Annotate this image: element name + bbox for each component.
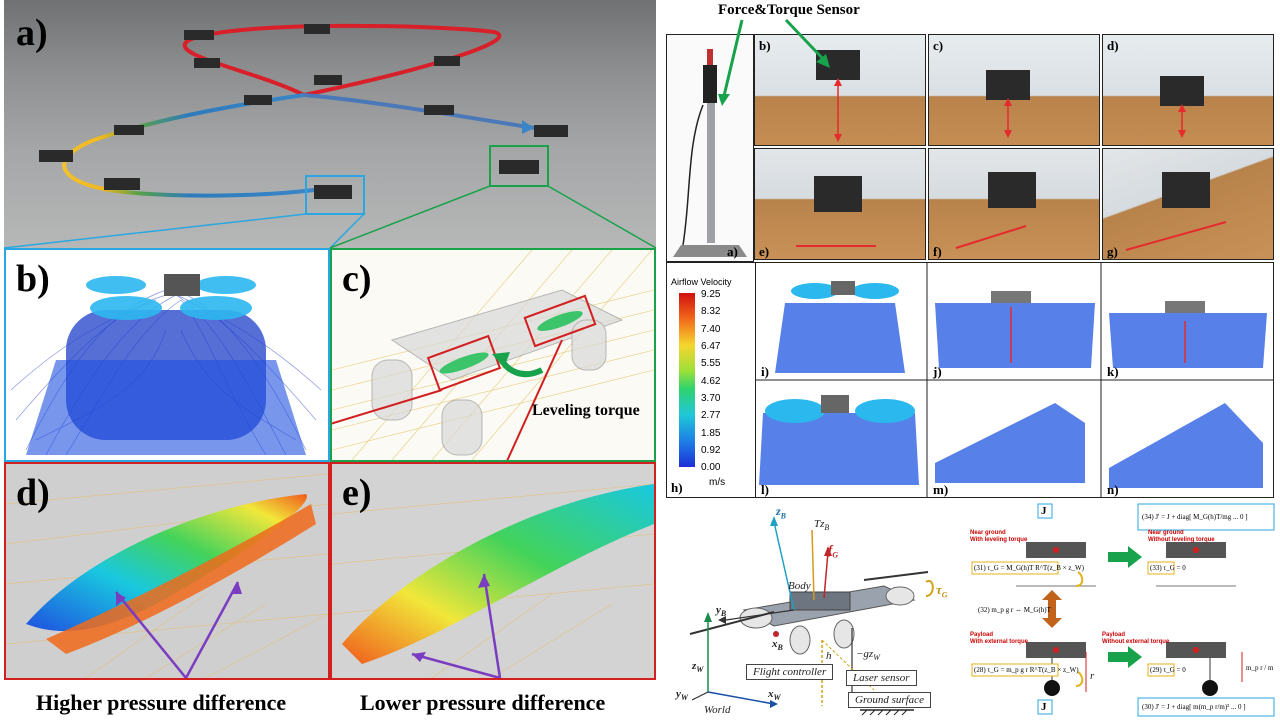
rig-label-g: g) <box>1107 244 1118 259</box>
sensor-label: Force&Torque Sensor <box>718 2 860 18</box>
mesh-c <box>332 250 654 460</box>
rig-label-d: d) <box>1107 38 1119 53</box>
panel-a-label: a) <box>16 12 48 54</box>
rig-label-b: b) <box>759 38 771 53</box>
panel-e-pressure: e) <box>330 462 656 680</box>
body-label: Body <box>788 580 811 592</box>
payload-without: Payload Without external torque <box>1102 632 1170 645</box>
rig-label-f: f) <box>933 244 942 259</box>
gzW-label: −gz <box>856 648 874 660</box>
panel-e-label: e) <box>342 472 372 514</box>
drone-diagram-svg <box>689 516 934 716</box>
left-figure: a) b) <box>4 0 656 720</box>
pressure-e <box>332 483 654 678</box>
eq-28: (28) τ_G = m_p g r R^T(z_B × z_W) <box>974 666 1079 674</box>
tauG-label: τ <box>936 582 942 597</box>
trajectory-svg <box>4 23 656 248</box>
right-top-figure: Force&Torque Sensor a) b) c) d) e) f) g) <box>666 0 1274 262</box>
flow-diagram-svg <box>971 503 1275 717</box>
xW-label: x <box>768 688 774 700</box>
panel-b-label: b) <box>16 258 50 300</box>
eq-34: (34) J' = J + diag[ M_G(h)T/mg ... 0 ] <box>1142 513 1248 521</box>
panel-c-label: c) <box>342 258 372 300</box>
J-top: J <box>1041 505 1047 517</box>
cfd-label-h: h) <box>671 480 683 495</box>
flight-controller-label: Flight controller <box>746 664 834 680</box>
cfd-label-j: j) <box>933 364 942 379</box>
rig-photo-a: a) <box>666 34 754 262</box>
cfd-label-n: n) <box>1107 482 1119 497</box>
rig-overlay <box>718 18 1227 251</box>
eq-31: (31) τ_G = M_G(h)T R^T(z_B × z_W) <box>974 564 1084 572</box>
eq-33: (33) τ_G = 0 <box>1150 564 1186 572</box>
cfd-label-m: m) <box>933 482 949 497</box>
panel-d-label: d) <box>16 472 50 514</box>
mr-label: m_p r / m <box>1246 664 1274 672</box>
caption-higher-pressure: Higher pressure difference <box>36 690 287 715</box>
J-bottom: J <box>1041 701 1047 713</box>
panel-d-pressure: d) <box>4 462 330 680</box>
eq-29: (29) τ_G = 0 <box>1150 666 1186 674</box>
world-label: World <box>704 704 731 716</box>
leveling-torque-label: Leveling torque <box>532 402 640 419</box>
ground-surface-label: Ground surface <box>848 692 931 708</box>
colorbar-gradient <box>679 293 695 467</box>
laser-sensor-label: Laser sensor <box>846 670 917 686</box>
colorbar-panel: Airflow Velocity 9.25 8.32 7.40 6.47 5.5… <box>667 263 756 497</box>
rig-label-a: a) <box>727 244 738 259</box>
yW-label: y <box>676 688 681 700</box>
eq-32: (32) m_p g r ⇔ M_G(h)T <box>978 606 1051 614</box>
near-ground-with: Near ground With leveling torque <box>970 530 1028 543</box>
rig-label-e: e) <box>759 244 770 259</box>
TzB-label: Tz <box>814 518 825 530</box>
rig-label-c: c) <box>933 38 944 53</box>
near-ground-without: Near ground Without leveling torque <box>1148 530 1215 543</box>
cfd-label-i: i) <box>761 364 769 379</box>
cfd-cells <box>755 263 1273 497</box>
eq-30: (30) J' = J + diag[ m(m_p r/m)² ... 0 ] <box>1142 703 1246 711</box>
panel-b-flow: b) <box>4 248 330 462</box>
caption-lower-pressure: Lower pressure difference <box>360 690 606 715</box>
yB-label: y <box>716 604 721 616</box>
colorbar-unit: m/s <box>709 477 726 488</box>
payload-with: Payload With external torque <box>970 632 1028 645</box>
cfd-label-k: k) <box>1107 364 1119 379</box>
streamlines-b <box>10 274 322 456</box>
flow-diagram: J J Near ground With leveling torque Near… <box>966 502 1276 718</box>
zB-label: z <box>776 504 781 518</box>
fG-label: f <box>828 542 833 557</box>
drone-diagram: zB TzB fG τG Body yB xB zW −gzW h yW xW … <box>664 500 964 720</box>
pressure-d <box>6 473 328 678</box>
zW-label: z <box>692 660 697 672</box>
panel-a-photo: a) <box>4 0 656 248</box>
xB-label: x <box>772 638 778 650</box>
r-label: r <box>1090 670 1095 682</box>
right-mid-figure: Airflow Velocity 9.25 8.32 7.40 6.47 5.5… <box>666 262 1274 498</box>
h-label: h <box>826 650 832 662</box>
cfd-label-l: l) <box>761 482 769 497</box>
panel-c-mesh: c) Leveling torque <box>330 248 656 462</box>
colorbar-title: Airflow Velocity <box>671 277 732 287</box>
